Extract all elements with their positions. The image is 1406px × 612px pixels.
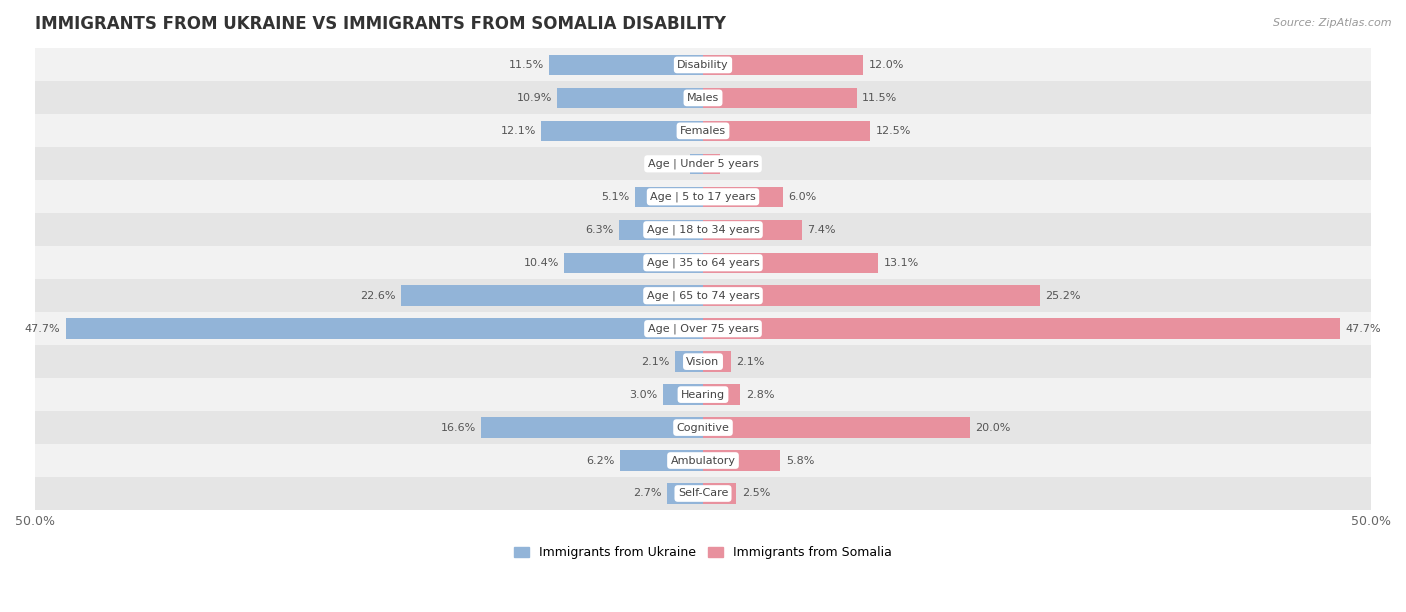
Bar bbox=[564, 253, 703, 273]
Bar bbox=[666, 483, 703, 504]
Text: 7.4%: 7.4% bbox=[807, 225, 835, 235]
Bar bbox=[703, 121, 870, 141]
Bar bbox=[703, 318, 1340, 339]
Bar bbox=[35, 444, 1371, 477]
Bar bbox=[35, 411, 1371, 444]
Text: 47.7%: 47.7% bbox=[25, 324, 60, 334]
Text: 10.9%: 10.9% bbox=[516, 93, 553, 103]
Bar bbox=[619, 220, 703, 240]
Text: Age | 65 to 74 years: Age | 65 to 74 years bbox=[647, 291, 759, 301]
Text: Self-Care: Self-Care bbox=[678, 488, 728, 499]
Bar bbox=[541, 121, 703, 141]
Text: Disability: Disability bbox=[678, 60, 728, 70]
Bar bbox=[703, 483, 737, 504]
Text: 20.0%: 20.0% bbox=[976, 422, 1011, 433]
Text: 22.6%: 22.6% bbox=[360, 291, 395, 300]
Text: 12.1%: 12.1% bbox=[501, 126, 536, 136]
Legend: Immigrants from Ukraine, Immigrants from Somalia: Immigrants from Ukraine, Immigrants from… bbox=[513, 546, 893, 559]
Bar bbox=[35, 181, 1371, 213]
Bar bbox=[703, 88, 856, 108]
Bar bbox=[66, 318, 703, 339]
Bar bbox=[662, 384, 703, 405]
Text: 2.8%: 2.8% bbox=[745, 390, 775, 400]
Text: 11.5%: 11.5% bbox=[509, 60, 544, 70]
Text: Females: Females bbox=[681, 126, 725, 136]
Bar bbox=[703, 220, 801, 240]
Bar bbox=[557, 88, 703, 108]
Bar bbox=[35, 345, 1371, 378]
Text: Age | 18 to 34 years: Age | 18 to 34 years bbox=[647, 225, 759, 235]
Bar bbox=[703, 285, 1039, 306]
Text: 2.7%: 2.7% bbox=[633, 488, 662, 499]
Text: Cognitive: Cognitive bbox=[676, 422, 730, 433]
Bar bbox=[703, 417, 970, 438]
Bar bbox=[35, 48, 1371, 81]
Text: 13.1%: 13.1% bbox=[883, 258, 918, 267]
Text: Source: ZipAtlas.com: Source: ZipAtlas.com bbox=[1274, 18, 1392, 28]
Text: 47.7%: 47.7% bbox=[1346, 324, 1381, 334]
Text: 2.1%: 2.1% bbox=[641, 357, 669, 367]
Bar bbox=[35, 279, 1371, 312]
Bar bbox=[550, 54, 703, 75]
Bar bbox=[35, 477, 1371, 510]
Bar bbox=[703, 253, 877, 273]
Text: 2.5%: 2.5% bbox=[742, 488, 770, 499]
Text: Hearing: Hearing bbox=[681, 390, 725, 400]
Bar bbox=[35, 378, 1371, 411]
Bar bbox=[35, 246, 1371, 279]
Text: 6.0%: 6.0% bbox=[789, 192, 817, 202]
Text: 25.2%: 25.2% bbox=[1045, 291, 1081, 300]
Bar bbox=[703, 450, 780, 471]
Bar bbox=[401, 285, 703, 306]
Text: 3.0%: 3.0% bbox=[630, 390, 658, 400]
Text: Ambulatory: Ambulatory bbox=[671, 455, 735, 466]
Text: Males: Males bbox=[688, 93, 718, 103]
Bar bbox=[636, 187, 703, 207]
Bar bbox=[35, 213, 1371, 246]
Text: 11.5%: 11.5% bbox=[862, 93, 897, 103]
Text: IMMIGRANTS FROM UKRAINE VS IMMIGRANTS FROM SOMALIA DISABILITY: IMMIGRANTS FROM UKRAINE VS IMMIGRANTS FR… bbox=[35, 15, 725, 33]
Text: 2.1%: 2.1% bbox=[737, 357, 765, 367]
Bar bbox=[703, 154, 720, 174]
Text: 12.5%: 12.5% bbox=[876, 126, 911, 136]
Bar bbox=[35, 81, 1371, 114]
Bar bbox=[35, 147, 1371, 181]
Bar bbox=[703, 351, 731, 372]
Text: Vision: Vision bbox=[686, 357, 720, 367]
Bar bbox=[703, 384, 741, 405]
Bar bbox=[703, 54, 863, 75]
Bar bbox=[703, 187, 783, 207]
Text: 16.6%: 16.6% bbox=[440, 422, 475, 433]
Text: 5.1%: 5.1% bbox=[602, 192, 630, 202]
Bar bbox=[689, 154, 703, 174]
Bar bbox=[35, 114, 1371, 147]
Bar bbox=[35, 312, 1371, 345]
Text: 12.0%: 12.0% bbox=[869, 60, 904, 70]
Bar bbox=[620, 450, 703, 471]
Text: 6.3%: 6.3% bbox=[585, 225, 613, 235]
Bar bbox=[675, 351, 703, 372]
Text: 1.3%: 1.3% bbox=[725, 159, 754, 169]
Text: 10.4%: 10.4% bbox=[523, 258, 558, 267]
Text: Age | 5 to 17 years: Age | 5 to 17 years bbox=[650, 192, 756, 202]
Text: 1.0%: 1.0% bbox=[657, 159, 685, 169]
Text: Age | Over 75 years: Age | Over 75 years bbox=[648, 323, 758, 334]
Text: Age | 35 to 64 years: Age | 35 to 64 years bbox=[647, 258, 759, 268]
Text: 5.8%: 5.8% bbox=[786, 455, 814, 466]
Text: Age | Under 5 years: Age | Under 5 years bbox=[648, 159, 758, 169]
Bar bbox=[481, 417, 703, 438]
Text: 6.2%: 6.2% bbox=[586, 455, 614, 466]
